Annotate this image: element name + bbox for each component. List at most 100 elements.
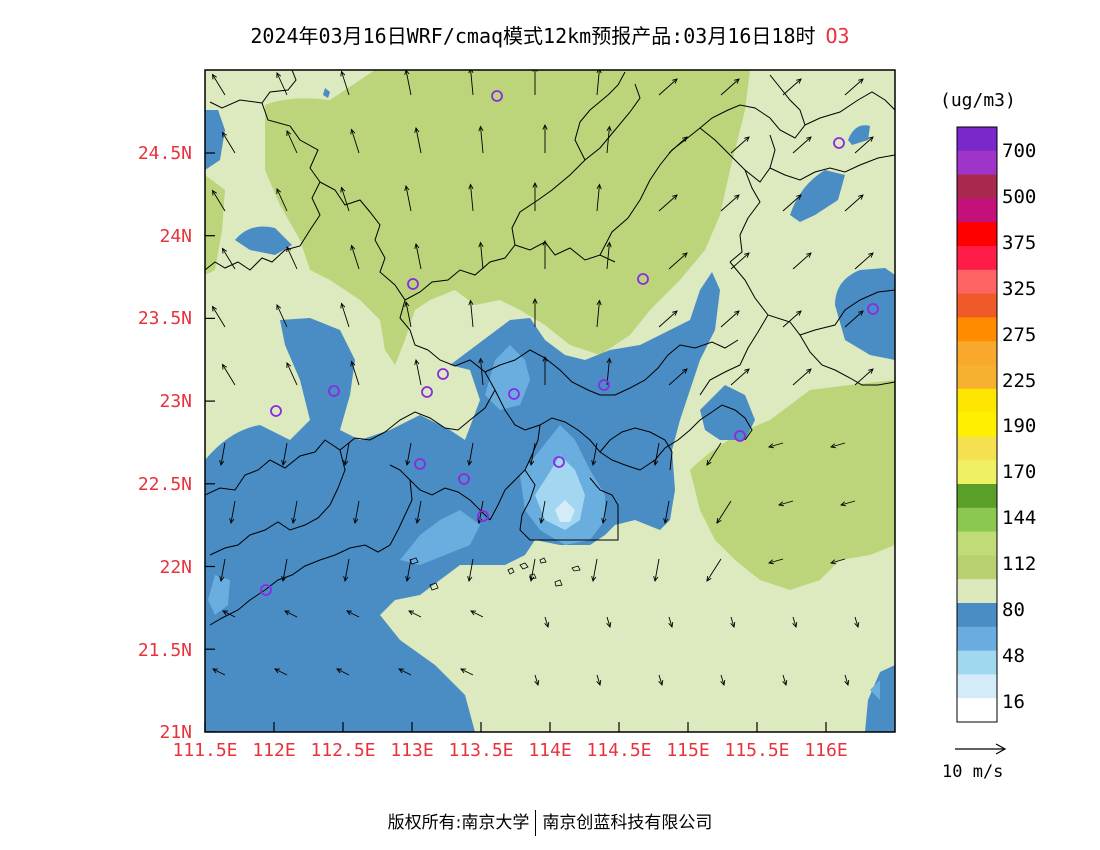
wind-arrow (222, 364, 236, 386)
blue-patch-dot (323, 88, 330, 98)
wind-arrow-head (408, 610, 415, 616)
lon-tick-label: 114E (528, 740, 572, 761)
colorbar-swatch (957, 246, 997, 271)
wind-arrow-head (284, 610, 291, 616)
wind-arrow (220, 442, 226, 466)
admin-boundaries (205, 70, 895, 626)
wind-arrow (351, 129, 360, 154)
wind-arrow-head (353, 518, 359, 525)
mid-blue-area-south (870, 680, 880, 700)
wind-arrow (351, 245, 360, 270)
wind-arrow (844, 310, 864, 328)
green-area-east (690, 380, 895, 590)
wind-arrow-head (734, 310, 740, 316)
lon-tick-label: 111.5E (172, 740, 238, 761)
wind-arrow-head (281, 576, 287, 583)
wind-arrow-head (276, 72, 282, 79)
wind-arrow-head (806, 252, 812, 258)
wind-arrow-head (796, 78, 802, 84)
wind-arrow (658, 194, 678, 212)
wind-arrow (470, 610, 484, 618)
colorbar-swatch (957, 317, 997, 342)
wind-arrow (606, 242, 610, 270)
wind-arrow-head (672, 194, 678, 200)
wind-arrow (344, 558, 350, 582)
company-text: 南京创蓝科技有限公司 (542, 813, 713, 833)
wind-arrow-head (596, 299, 602, 306)
wind-arrow-head (796, 310, 802, 316)
city-marker (437, 368, 449, 380)
wind-arrow-head (404, 300, 410, 307)
wind-arrow (844, 674, 849, 686)
colorbar-swatch (957, 293, 997, 318)
wind-arrow (354, 500, 360, 524)
wind-arrow (282, 558, 288, 582)
colorbar-swatch (957, 555, 997, 580)
wind-arrow-head (596, 70, 602, 74)
colorbar-swatch (957, 650, 997, 675)
wind-arrow (405, 70, 412, 96)
wind-arrow (222, 610, 236, 618)
lon-tick-label: 114.5E (586, 740, 652, 761)
colorbar-label: 16 (1002, 691, 1025, 713)
wind-arrow (606, 126, 610, 154)
lon-tick-label: 112E (252, 740, 296, 761)
colorbar-swatch (957, 150, 997, 176)
wind-arrow-head (532, 297, 538, 304)
green-patch-coast (722, 462, 748, 498)
wind-arrow-head (591, 460, 597, 467)
wind-arrow-head (212, 668, 219, 674)
colorbar-label: 275 (1002, 324, 1037, 346)
wind-arrow (416, 500, 422, 524)
wind-arrow-head (830, 443, 837, 449)
copyright-text: 版权所有:南京大学 (387, 813, 530, 833)
colorbar-swatch (957, 412, 997, 437)
city-marker (553, 456, 565, 468)
city-marker (458, 473, 470, 485)
wind-arrow (768, 558, 784, 564)
footer-divider (535, 810, 537, 836)
wind-arrow-head (336, 668, 343, 674)
wind-arrow-head (229, 518, 235, 525)
wind-arrow (720, 78, 740, 96)
wind-arrow (274, 668, 288, 676)
colorbar-swatch (957, 507, 997, 533)
city-marker (414, 458, 426, 470)
wind-arrow-head (744, 252, 750, 258)
wind-arrow (398, 668, 412, 676)
wind-arrow-head (806, 368, 812, 374)
wind-arrow (341, 71, 350, 96)
city-marker (407, 278, 419, 290)
wind-arrow (468, 442, 474, 466)
wind-arrow (792, 136, 812, 154)
wind-arrow (830, 558, 846, 564)
lon-tick-label: 113.5E (448, 740, 514, 761)
colorbar-swatch (957, 603, 997, 628)
wind-arrow (415, 127, 422, 154)
lon-tick-label: 115E (666, 740, 710, 761)
colorbar-label: 325 (1002, 278, 1037, 300)
wind-arrow-head (221, 131, 227, 138)
wind-arrow-head (544, 621, 550, 628)
blue-patch-ne-small (848, 125, 870, 145)
lat-tick-label: 21N (159, 722, 192, 743)
islands (409, 557, 581, 591)
wind-arrow-head (653, 576, 659, 583)
lat-tick-label: 22N (159, 557, 192, 578)
wind-arrow-head (529, 460, 535, 467)
colorbar-swatch (957, 674, 997, 699)
wind-arrow-head (601, 518, 607, 525)
wind-arrow-head (468, 183, 474, 190)
colorbar-swatch (957, 365, 997, 390)
wind-arrow (854, 252, 874, 270)
blue-patch-24n (235, 226, 292, 255)
wind-arrow-head (534, 679, 540, 686)
green-area-north (265, 70, 750, 365)
wind-arrow (468, 558, 474, 582)
wind-arrow (854, 616, 859, 628)
wind-arrow-head (606, 241, 612, 248)
city-marker (260, 584, 272, 596)
colorbar-label: 225 (1002, 370, 1037, 392)
wind-arrow (602, 500, 608, 524)
